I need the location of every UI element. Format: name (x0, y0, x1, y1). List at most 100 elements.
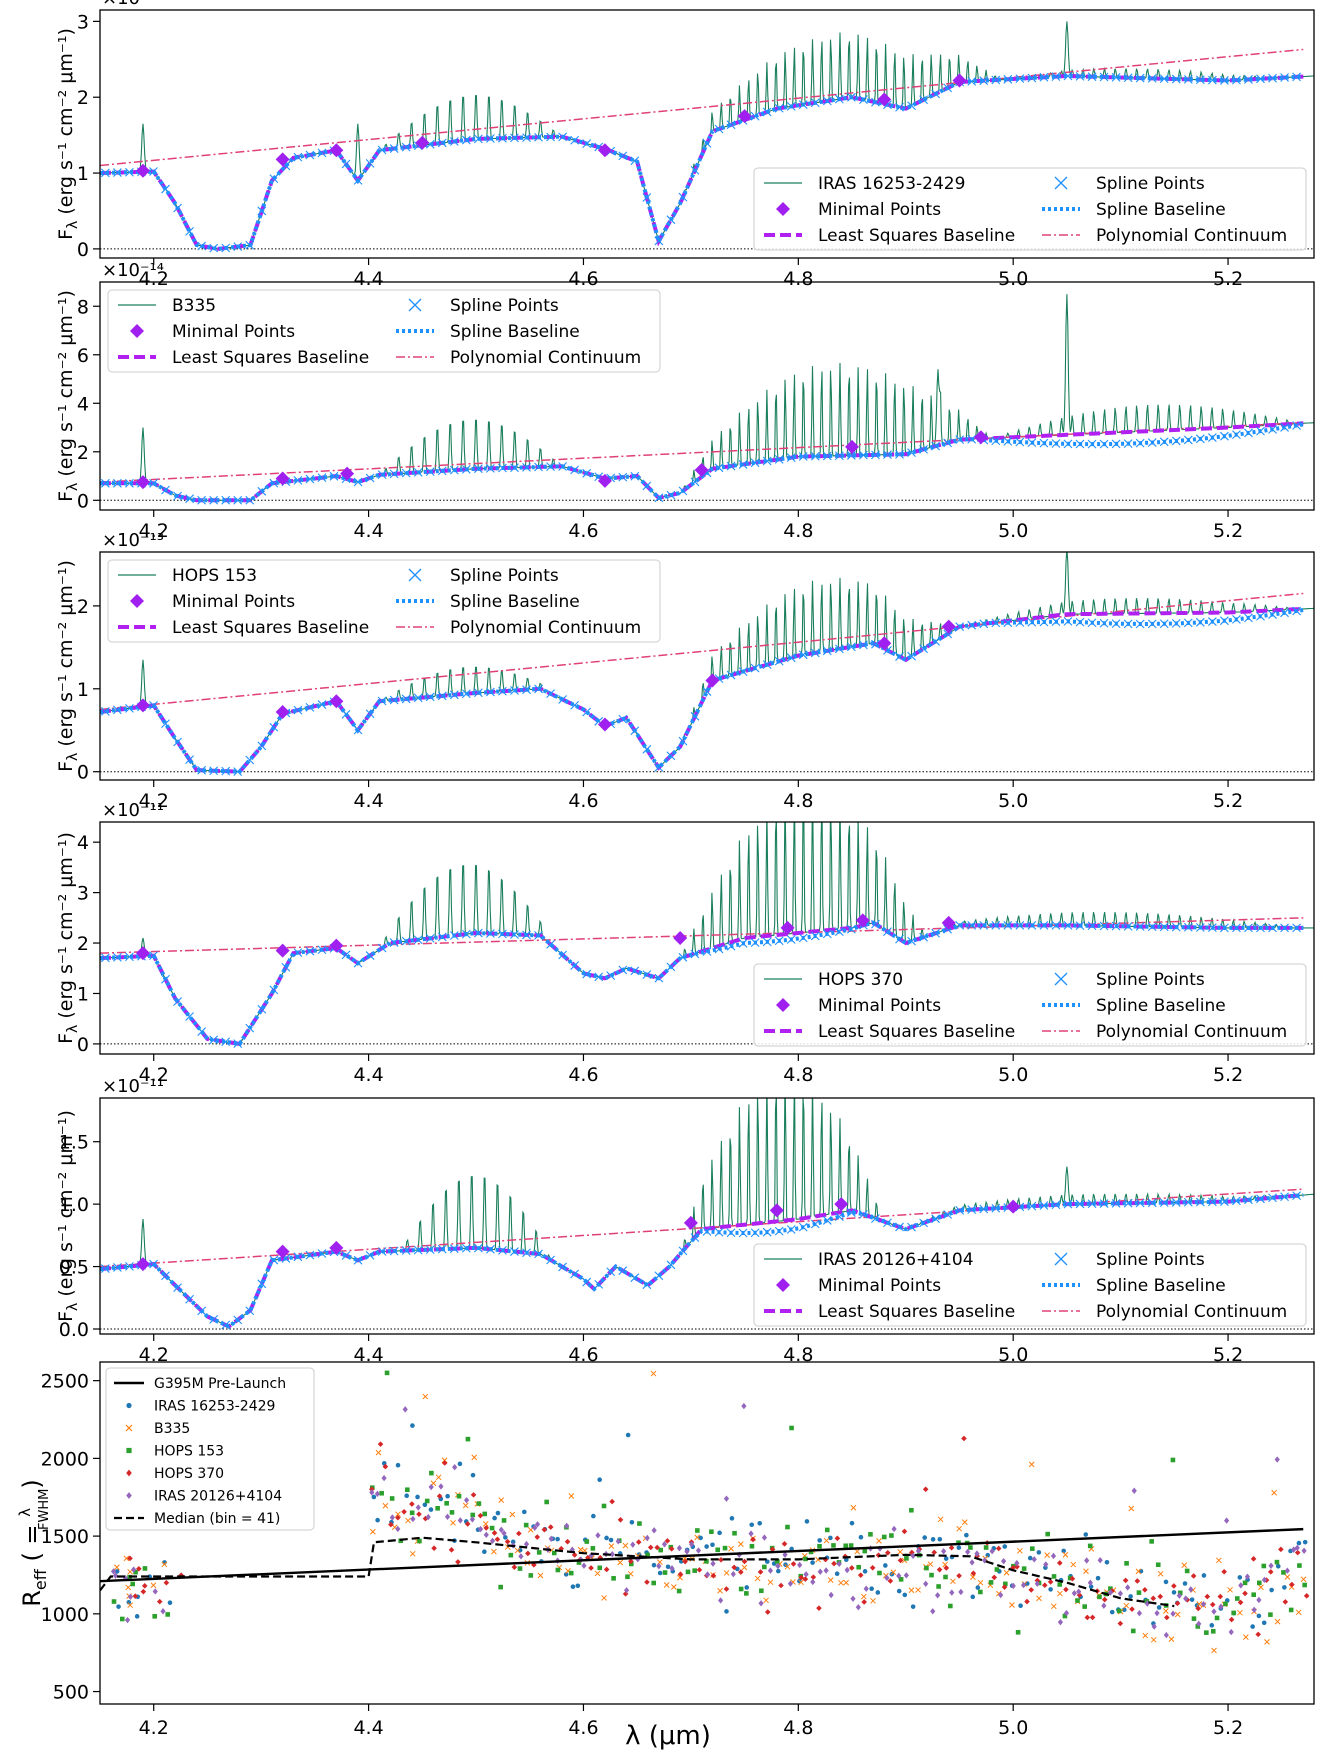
scatter-point (541, 1526, 548, 1533)
legend-label-spline-points: Spline Points (1096, 970, 1205, 990)
spline-point (305, 1250, 315, 1260)
spline-point (1015, 74, 1025, 84)
spline-point (317, 945, 327, 955)
scatter-point (937, 1536, 943, 1542)
scatter-point (482, 1511, 488, 1517)
scatter-point (1228, 1628, 1234, 1636)
y-axis-label: Fλ (erg s⁻¹ cm⁻² μm⁻¹) (55, 560, 81, 772)
legend-label-poly: Polynomial Continuum (1096, 1022, 1287, 1042)
scatter-point (647, 1544, 654, 1551)
spline-point (365, 951, 375, 960)
spline-point (1244, 75, 1253, 84)
scatter-point (956, 1525, 963, 1532)
spline-point (389, 469, 399, 479)
scatter-point (1196, 1601, 1203, 1607)
scatter-point (1204, 1630, 1209, 1635)
scatter-point (908, 1587, 915, 1594)
scatter-point (595, 1532, 601, 1539)
spline-point (125, 703, 134, 713)
spline-point (221, 1037, 231, 1047)
scatter-point (860, 1593, 867, 1600)
spline-point (1123, 73, 1133, 83)
spline-point (1087, 618, 1097, 628)
scatter-point (1124, 1561, 1129, 1566)
spline-point (834, 451, 844, 461)
spline-point (317, 473, 327, 483)
spline-point (1003, 74, 1013, 84)
scatter-point (569, 1546, 575, 1553)
scatter-point (581, 1562, 587, 1569)
scatter-point (810, 1560, 815, 1565)
spline-point (498, 929, 507, 939)
scatter-point (1050, 1552, 1057, 1560)
minimal-point (329, 694, 344, 709)
scatter-point (1157, 1570, 1164, 1577)
spline-point (401, 142, 411, 152)
scatter-point (1181, 1562, 1188, 1569)
y-label-main: F (55, 491, 77, 502)
scatter-point (470, 1512, 476, 1518)
spline-point (1099, 618, 1109, 628)
spline-point (1183, 435, 1193, 445)
spline-point (377, 1247, 387, 1256)
scatter-point (375, 1449, 382, 1456)
scatter-point (1001, 1557, 1007, 1565)
y-tick-label: 0 (77, 762, 89, 784)
spline-point (209, 766, 219, 776)
legend-box (753, 167, 1307, 251)
scatter-point (843, 1543, 848, 1549)
scatter-point (1271, 1489, 1277, 1496)
y-exponent: ×10⁻¹⁴ (102, 260, 164, 281)
scatter-point (710, 1542, 715, 1548)
minimal-point (705, 673, 720, 688)
scatter-point (1109, 1609, 1115, 1615)
scatter-point (817, 1538, 822, 1543)
spline-point (883, 450, 892, 460)
scatter-point (764, 1609, 771, 1615)
scatter-point (787, 1580, 794, 1587)
scatter-point (1045, 1531, 1050, 1537)
spline-point (738, 1228, 748, 1238)
spline-point (1195, 75, 1205, 85)
scatter-point (757, 1520, 763, 1526)
spline-point (1232, 615, 1241, 624)
spline-point (967, 921, 977, 930)
legend-box (105, 1367, 315, 1531)
spline-point (943, 1210, 953, 1219)
spline-point (786, 1225, 796, 1234)
spline-point (498, 1246, 507, 1255)
scatter-point (1274, 1618, 1281, 1625)
spline-point (786, 102, 796, 111)
spline-point (197, 1306, 207, 1316)
scatter-point (778, 1582, 784, 1589)
spline-point (113, 168, 122, 177)
scatter-point (823, 1537, 830, 1544)
polynomial-continuum (100, 421, 1304, 483)
scatter-point (424, 1498, 430, 1504)
spline-point (1159, 619, 1169, 629)
scatter-point (1128, 1505, 1135, 1512)
scatter-point (1170, 1610, 1176, 1617)
scatter-point (741, 1558, 748, 1565)
scatter-point (622, 1591, 629, 1597)
scatter-point (369, 1528, 376, 1535)
scatter-point (710, 1560, 716, 1567)
spline-point (100, 953, 110, 963)
scatter-point (1063, 1586, 1069, 1593)
spline-point (149, 478, 158, 488)
spline-point (907, 651, 916, 661)
y-label-tail: (erg s⁻¹ cm⁻² μm⁻¹) (55, 832, 77, 1025)
y-label-close: ) (18, 1479, 46, 1488)
scatter-point (1296, 1540, 1302, 1546)
scatter-point (521, 1509, 527, 1515)
minimal-point (329, 1240, 344, 1255)
spline-point (931, 928, 941, 938)
spline-point (1099, 921, 1109, 931)
scatter-point (463, 1496, 470, 1504)
scatter-point (1237, 1609, 1243, 1616)
y-label-tail: (erg s⁻¹ cm⁻² μm⁻¹) (55, 290, 77, 483)
spline-point (726, 941, 736, 951)
spline-point (1003, 618, 1013, 628)
scatter-point (828, 1591, 834, 1599)
y-tick-label: 1.5 (59, 1132, 89, 1154)
